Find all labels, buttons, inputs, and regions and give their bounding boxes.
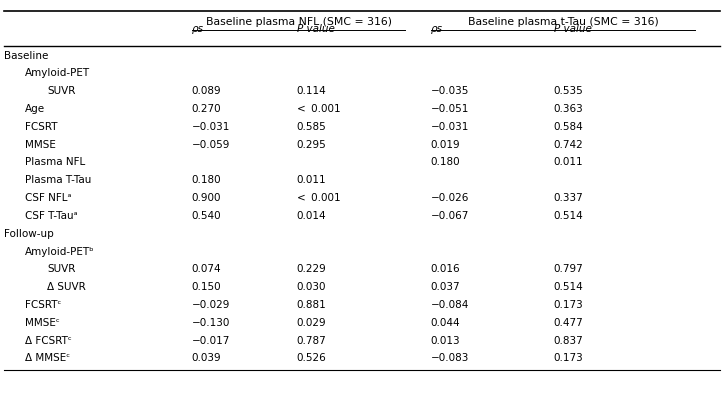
Text: Amyloid-PET: Amyloid-PET: [25, 68, 90, 78]
Text: 0.019: 0.019: [431, 139, 460, 150]
Text: −0.130: −0.130: [192, 317, 230, 327]
Text: −0.029: −0.029: [192, 299, 230, 309]
Text: 0.011: 0.011: [554, 157, 584, 167]
Text: Plasma T-Tau: Plasma T-Tau: [25, 175, 92, 185]
Text: 0.229: 0.229: [297, 263, 327, 274]
Text: 0.787: 0.787: [297, 335, 327, 345]
Text: −0.051: −0.051: [431, 104, 469, 114]
Text: −0.084: −0.084: [431, 299, 469, 309]
Text: 0.881: 0.881: [297, 299, 327, 309]
Text: 0.540: 0.540: [192, 210, 222, 221]
Text: Δ SUVR: Δ SUVR: [47, 281, 86, 292]
Text: <  0.001: < 0.001: [297, 104, 340, 114]
Text: Amyloid-PETᵇ: Amyloid-PETᵇ: [25, 246, 95, 256]
Text: 0.173: 0.173: [554, 299, 584, 309]
Text: −0.017: −0.017: [192, 335, 230, 345]
Text: 0.900: 0.900: [192, 192, 222, 203]
Text: 0.173: 0.173: [554, 352, 584, 363]
Text: 0.585: 0.585: [297, 121, 327, 132]
Text: 0.797: 0.797: [554, 263, 584, 274]
Text: SUVR: SUVR: [47, 263, 75, 274]
Text: −0.083: −0.083: [431, 352, 469, 363]
Text: ρs: ρs: [431, 24, 443, 34]
Text: Baseline plasma t-Tau (SMC = 316): Baseline plasma t-Tau (SMC = 316): [468, 17, 658, 26]
Text: −0.026: −0.026: [431, 192, 469, 203]
Text: 0.477: 0.477: [554, 317, 584, 327]
Text: SUVR: SUVR: [47, 86, 75, 96]
Text: 0.180: 0.180: [192, 175, 222, 185]
Text: 0.074: 0.074: [192, 263, 222, 274]
Text: 0.011: 0.011: [297, 175, 327, 185]
Text: MMSEᶜ: MMSEᶜ: [25, 317, 60, 327]
Text: 0.584: 0.584: [554, 121, 584, 132]
Text: 0.013: 0.013: [431, 335, 460, 345]
Text: −0.031: −0.031: [431, 121, 469, 132]
Text: 0.514: 0.514: [554, 281, 584, 292]
Text: Age: Age: [25, 104, 46, 114]
Text: 0.363: 0.363: [554, 104, 584, 114]
Text: 0.742: 0.742: [554, 139, 584, 150]
Text: 0.270: 0.270: [192, 104, 222, 114]
Text: 0.030: 0.030: [297, 281, 327, 292]
Text: 0.837: 0.837: [554, 335, 584, 345]
Text: 0.526: 0.526: [297, 352, 327, 363]
Text: Plasma NFL: Plasma NFL: [25, 157, 85, 167]
Text: CSF NFLᵃ: CSF NFLᵃ: [25, 192, 72, 203]
Text: ρs: ρs: [192, 24, 204, 34]
Text: −0.067: −0.067: [431, 210, 469, 221]
Text: −0.031: −0.031: [192, 121, 230, 132]
Text: P value: P value: [554, 24, 592, 34]
Text: 0.039: 0.039: [192, 352, 222, 363]
Text: 0.089: 0.089: [192, 86, 222, 96]
Text: Follow-up: Follow-up: [4, 228, 54, 238]
Text: <  0.001: < 0.001: [297, 192, 340, 203]
Text: 0.514: 0.514: [554, 210, 584, 221]
Text: FCSRT: FCSRT: [25, 121, 58, 132]
Text: Δ FCSRTᶜ: Δ FCSRTᶜ: [25, 335, 72, 345]
Text: 0.337: 0.337: [554, 192, 584, 203]
Text: 0.114: 0.114: [297, 86, 327, 96]
Text: FCSRTᶜ: FCSRTᶜ: [25, 299, 62, 309]
Text: CSF T-Tauᵃ: CSF T-Tauᵃ: [25, 210, 78, 221]
Text: 0.295: 0.295: [297, 139, 327, 150]
Text: 0.150: 0.150: [192, 281, 222, 292]
Text: P value: P value: [297, 24, 334, 34]
Text: 0.535: 0.535: [554, 86, 584, 96]
Text: −0.035: −0.035: [431, 86, 469, 96]
Text: 0.037: 0.037: [431, 281, 460, 292]
Text: 0.044: 0.044: [431, 317, 460, 327]
Text: 0.016: 0.016: [431, 263, 460, 274]
Text: Baseline plasma NFL (SMC = 316): Baseline plasma NFL (SMC = 316): [206, 17, 392, 26]
Text: 0.029: 0.029: [297, 317, 327, 327]
Text: Baseline: Baseline: [4, 50, 48, 61]
Text: 0.014: 0.014: [297, 210, 327, 221]
Text: Δ MMSEᶜ: Δ MMSEᶜ: [25, 352, 70, 363]
Text: −0.059: −0.059: [192, 139, 230, 150]
Text: MMSE: MMSE: [25, 139, 56, 150]
Text: 0.180: 0.180: [431, 157, 460, 167]
